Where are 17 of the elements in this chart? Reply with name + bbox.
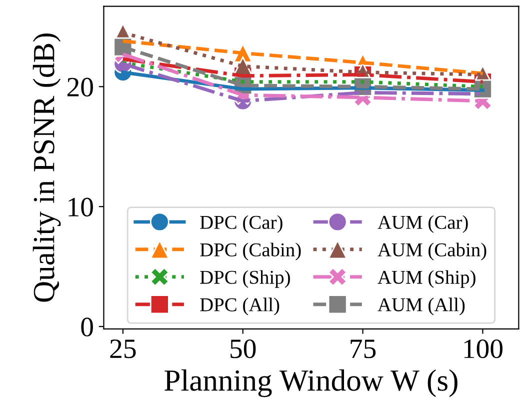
legend-label: AUM (Cabin) [378, 242, 486, 260]
y-tick-label: 10 [68, 198, 93, 216]
legend-label: DPC (Cabin) [200, 242, 301, 260]
y-axis-title: Quality in PSNR (dB) [32, 34, 61, 302]
legend-label: DPC (All) [200, 298, 280, 316]
x-tick-label: 100 [464, 339, 502, 358]
x-tick-label: 75 [350, 340, 376, 358]
y-tick-label: 20 [67, 78, 93, 97]
x-axis-title: Planning Window W (s) [164, 369, 458, 398]
legend-label: DPC (Ship) [200, 270, 290, 288]
legend-label: AUM (Ship) [378, 270, 476, 288]
x-tick-label: 50 [230, 339, 256, 358]
legend-label: DPC (Car) [200, 215, 282, 233]
y-tick-label: 0 [81, 318, 93, 336]
legend-label: AUM (All) [378, 298, 465, 316]
legend-label: AUM (Car) [378, 215, 468, 233]
x-tick-label: 25 [110, 340, 136, 358]
